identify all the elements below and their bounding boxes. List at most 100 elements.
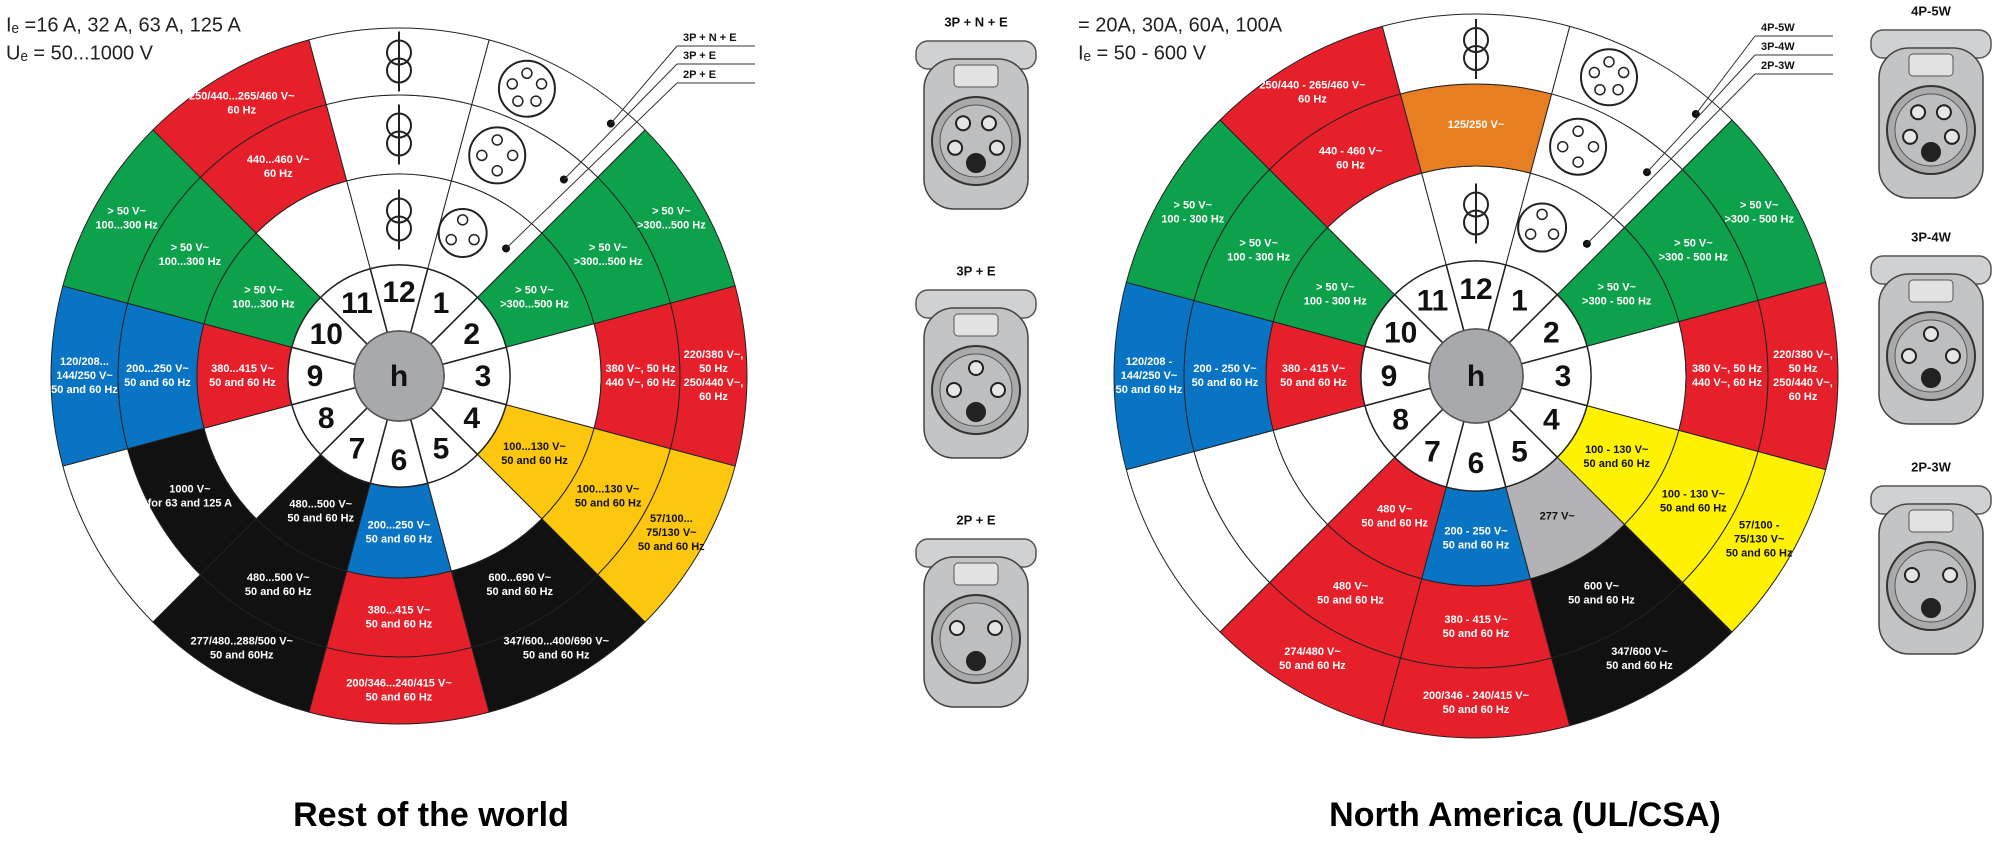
segment-label: 50 and 60 Hz xyxy=(1568,594,1635,606)
segment-label: 100...300 Hz xyxy=(159,256,222,268)
segment-label: 200 - 250 V~ xyxy=(1444,525,1508,537)
segment-label: 440 V~, 60 Hz xyxy=(1692,377,1763,389)
segment-label: > 50 V~ xyxy=(1239,237,1278,249)
segment-label: 50 and 60 Hz xyxy=(523,649,590,661)
socket-pin xyxy=(1524,228,1537,240)
segment-label: 50 and 60 Hz xyxy=(1443,704,1510,716)
socket-latch xyxy=(953,313,999,337)
socket-latch xyxy=(953,64,999,88)
position-number: 4 xyxy=(463,402,480,435)
socket-title: 4P-5W xyxy=(1911,3,1951,18)
segment-label: 50 and 60 Hz xyxy=(1660,502,1727,514)
segment-label: 50 and 60 Hz xyxy=(366,533,433,545)
socket-pin xyxy=(476,149,488,162)
position-number: 6 xyxy=(391,444,408,477)
segment-label: 100...300 Hz xyxy=(95,220,158,232)
segment-label: > 50 V~ xyxy=(1597,282,1636,294)
socket-pin xyxy=(946,382,962,398)
segment-label: 50 and 60 Hz xyxy=(1192,377,1259,389)
segment-label: 274/480 V~ xyxy=(1284,646,1341,658)
segment-label: > 50 V~ xyxy=(244,285,283,297)
segment-label: 200 - 250 V~ xyxy=(1193,363,1257,375)
socket-pin xyxy=(1547,228,1560,240)
socket-pin xyxy=(1572,156,1584,168)
segment-label: > 50 V~ xyxy=(589,242,628,254)
header-line: Iₑ =16 A, 32 A, 63 A, 125 A xyxy=(6,14,242,36)
segment-label: 60 Hz xyxy=(699,391,728,403)
segment-label: 380...415 V~ xyxy=(211,363,274,375)
hub xyxy=(353,330,445,422)
caption: Rest of the world xyxy=(293,796,569,834)
segment-label: 50 and 60 Hz xyxy=(366,618,433,630)
socket-pin xyxy=(456,214,469,226)
position-number: 9 xyxy=(1381,360,1398,393)
socket-pin xyxy=(530,95,542,107)
position-number: 7 xyxy=(349,433,366,466)
socket-pin xyxy=(1921,368,1941,388)
socket-title: 3P + N + E xyxy=(944,14,1008,29)
segment-label: 100 - 300 Hz xyxy=(1161,213,1224,225)
socket-pin xyxy=(506,149,519,162)
socket-pin xyxy=(966,402,986,422)
segment-label: 440...460 V~ xyxy=(247,154,310,166)
socket-label: 3P-4W xyxy=(1761,41,1795,53)
position-number: 3 xyxy=(475,360,492,393)
socket-pin xyxy=(1943,128,1960,145)
socket-pin xyxy=(1935,104,1952,121)
segment-label: 600...690 V~ xyxy=(488,572,551,584)
segment-label: > 50 V~ xyxy=(171,242,210,254)
segment-label: 50 and 60 Hz xyxy=(1443,539,1510,551)
segment-label: 200...250 V~ xyxy=(126,363,189,375)
segment-label: 57/100... xyxy=(650,513,693,525)
socket-pin xyxy=(988,139,1005,156)
position-number: 7 xyxy=(1424,435,1441,468)
hub-label: h xyxy=(390,360,408,393)
socket-title: 2P + E xyxy=(956,512,995,527)
segment-label: for 63 and 125 A xyxy=(148,498,233,510)
position-number: 10 xyxy=(310,318,343,351)
socket-pin xyxy=(1588,66,1601,79)
segment-label: > 50 V~ xyxy=(1316,282,1355,294)
segment-label: 50 and 60 Hz xyxy=(575,498,642,510)
segment-label: 250/440 - 265/460 V~ xyxy=(1259,80,1366,92)
socket-pin xyxy=(966,651,986,671)
socket-pin xyxy=(535,78,548,90)
segment-label: 50 and 60 Hz xyxy=(1606,660,1673,672)
segment-label: 60 Hz xyxy=(1298,94,1327,106)
socket-pin xyxy=(506,78,519,90)
position-number: 5 xyxy=(1511,435,1528,468)
segment-label: 50 and 60 Hz xyxy=(209,377,276,389)
segment-label: >300 - 500 Hz xyxy=(1582,296,1652,308)
segment-label: 57/100 - xyxy=(1739,519,1780,531)
socket-title: 2P-3W xyxy=(1911,459,1951,474)
socket-pin xyxy=(955,115,972,132)
socket-pin xyxy=(948,620,965,636)
socket-label: 4P-5W xyxy=(1761,22,1795,34)
segment-label: 250/440 V~, xyxy=(684,377,744,389)
socket-pin xyxy=(1903,567,1920,583)
leader-line xyxy=(1695,35,1756,115)
header-line: Iₑ = 50 - 600 V xyxy=(1078,42,1207,64)
socket-latch xyxy=(1908,509,1954,533)
leader-line xyxy=(1646,54,1756,173)
socket-pin xyxy=(1945,348,1961,364)
socket-pin xyxy=(1942,567,1959,583)
socket-pin xyxy=(491,134,503,146)
socket-latch xyxy=(1908,279,1954,303)
segment-label: 480...500 V~ xyxy=(289,498,352,510)
segment-label: 50 and 60 Hz xyxy=(1443,628,1510,640)
socket-title: 3P-4W xyxy=(1911,229,1951,244)
segment-label: 250/440 V~, xyxy=(1773,377,1833,389)
socket-pin xyxy=(1536,208,1548,221)
leader-line xyxy=(1586,73,1756,245)
position-number: 10 xyxy=(1384,316,1417,349)
socket-pin xyxy=(968,360,984,376)
segment-label: >300...500 Hz xyxy=(574,256,643,268)
socket-pin xyxy=(1612,83,1624,96)
socket-pin xyxy=(1910,104,1927,121)
socket-label: 3P + N + E xyxy=(683,32,737,44)
header-line: Uₑ = 50...1000 V xyxy=(6,42,154,64)
segment-label: 347/600...400/690 V~ xyxy=(503,635,609,647)
segment-label: 100 - 300 Hz xyxy=(1304,296,1367,308)
socket-pin xyxy=(491,165,503,177)
